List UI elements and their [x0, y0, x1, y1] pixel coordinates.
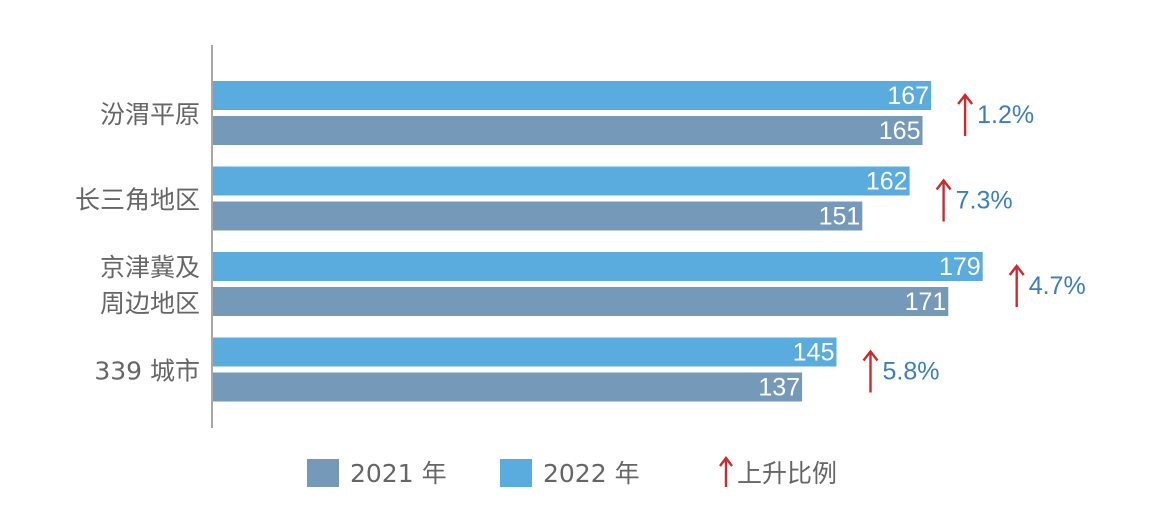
increase-arrow-icon [862, 349, 879, 393]
bar [213, 201, 863, 231]
bar-value-label: 179 [939, 253, 981, 281]
category-label: 339 城市 [94, 357, 200, 386]
legend-label: 2021 年 [350, 459, 447, 488]
category-label: 京津冀及周边地区 [100, 253, 200, 318]
bar-value-label: 171 [905, 288, 947, 316]
bar-value-label: 137 [758, 374, 800, 402]
bar [213, 337, 837, 367]
legend-swatch [500, 459, 532, 487]
legend-arrow-icon [719, 456, 733, 487]
bar [213, 287, 949, 316]
increase-arrow-icon [935, 178, 952, 222]
bar [213, 252, 983, 281]
bar-value-label: 165 [879, 117, 921, 145]
increase-percent-label: 1.2% [977, 101, 1034, 129]
bar-value-label: 167 [887, 82, 929, 110]
legend: 2021 年 2022 年 上升比例 [307, 456, 837, 488]
legend-swatch [307, 459, 339, 487]
bar-value-label: 162 [866, 168, 908, 196]
bar-value-label: 151 [819, 203, 861, 231]
bar [213, 372, 803, 402]
bar-value-label: 145 [793, 339, 835, 367]
bar [213, 81, 932, 110]
bar [213, 116, 923, 145]
category-label: 长三角地区 [75, 186, 200, 215]
bar [213, 166, 910, 196]
legend-label: 上升比例 [737, 459, 837, 488]
category-label: 汾渭平原 [100, 100, 200, 129]
increase-percent-label: 5.8% [883, 358, 940, 386]
increase-percent-label: 7.3% [956, 187, 1013, 215]
increase-percent-label: 4.7% [1029, 272, 1086, 300]
increase-arrow-icon [1008, 264, 1025, 307]
increase-arrow-icon [957, 93, 974, 136]
legend-label: 2022 年 [543, 459, 640, 488]
